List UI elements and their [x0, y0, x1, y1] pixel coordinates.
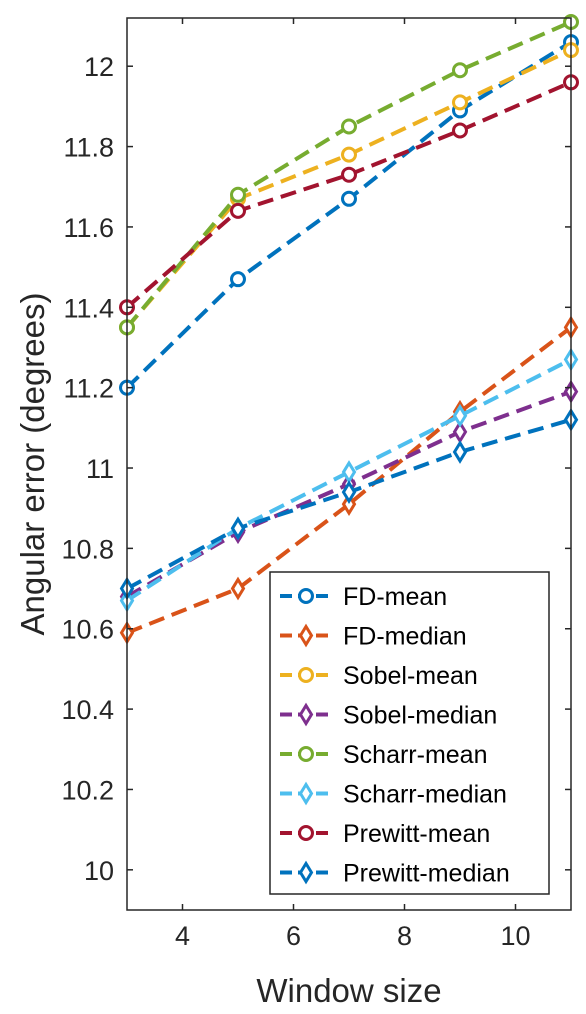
y-tick-label: 10.6: [61, 615, 114, 645]
y-tick-label: 10.8: [61, 534, 114, 564]
legend-item-scharr-median: Scharr-median: [280, 781, 507, 809]
y-tick-label: 10.2: [61, 775, 114, 805]
data-point-prewitt-median-5: [230, 516, 246, 541]
y-tick-label: 11.4: [63, 293, 114, 323]
y-tick-label: 11.8: [63, 133, 114, 163]
legend-marker-scharr-mean: [298, 746, 314, 762]
series-line-fd-median: [126, 325, 573, 635]
legend-item-fd-mean: FD-mean: [280, 583, 447, 611]
legend-item-fd-median: FD-median: [280, 623, 467, 651]
legend-marker-fd-median: [298, 623, 314, 648]
legend-item-prewitt-median: Prewitt-median: [280, 860, 510, 888]
y-tick-label: 11.6: [63, 213, 114, 243]
series-line-scharr-median: [125, 357, 572, 603]
data-point-fd-mean-5: [230, 271, 246, 288]
y-axis-label: Angular error (degrees): [14, 293, 51, 636]
data-point-scharr-mean-9: [452, 62, 468, 79]
legend-item-prewitt-mean: Prewitt-mean: [280, 820, 490, 848]
data-point-fd-mean-7: [341, 190, 357, 207]
data-point-sobel-mean-7: [341, 146, 357, 163]
legend-label-sobel-median: Sobel-median: [343, 702, 497, 730]
x-tick-label: 4: [175, 921, 190, 951]
axes-layer: 4 6 8 10 10 10.2 10.4 10.6 10.8 11 11.2 11.4 11.6 11.…: [61, 17, 572, 951]
legend-label-scharr-median: Scharr-median: [343, 781, 507, 809]
legend-label-scharr-mean: Scharr-mean: [343, 741, 488, 769]
y-tick-label: 10.4: [61, 695, 114, 725]
y-tick-label: 11.2: [63, 374, 114, 404]
legend-label-fd-median: FD-median: [343, 623, 467, 651]
plot-frame: [126, 17, 572, 911]
data-point-prewitt-mean-7: [341, 166, 357, 183]
data-point-prewitt-mean-9: [452, 122, 468, 139]
y-tick-label: 12: [84, 52, 114, 82]
data-point-prewitt-mean-5: [230, 202, 246, 219]
series-scharr-mean: [119, 14, 579, 336]
legend-label-fd-mean: FD-mean: [343, 583, 447, 611]
legend-marker-prewitt-mean: [298, 825, 314, 841]
x-tick-label: 10: [500, 921, 530, 951]
legend-marker-prewitt-median: [298, 860, 314, 885]
legend-marker-fd-mean: [298, 588, 314, 604]
legend-label-sobel-mean: Sobel-mean: [343, 662, 478, 690]
legend-marker-scharr-median: [298, 781, 314, 806]
legend-box: [269, 571, 550, 895]
y-tick-label: 11: [86, 454, 114, 484]
data-point-sobel-mean-9: [452, 94, 468, 111]
legend-label-prewitt-mean: Prewitt-mean: [343, 820, 490, 848]
data-point-prewitt-median-9: [452, 440, 468, 464]
data-point-prewitt-median-7: [341, 480, 357, 505]
series-line-prewitt-mean: [125, 80, 572, 309]
data-point-fd-median-5: [230, 576, 246, 601]
data-point-fd-median-7: [341, 492, 357, 517]
legend-item-sobel-median: Sobel-median: [280, 702, 497, 730]
x-tick-label: 8: [397, 921, 412, 951]
legend-item-sobel-mean: Sobel-mean: [280, 662, 478, 690]
y-tick-label: 10: [84, 856, 114, 886]
series-fd-median: [119, 315, 579, 645]
series-layer: [119, 14, 579, 645]
legend-item-scharr-mean: Scharr-mean: [280, 741, 488, 769]
x-tick-label: 6: [286, 921, 301, 951]
legend: FD-mean FD-median Sobel-mean Sobel-median Sc…: [269, 571, 550, 895]
series-prewitt-median: [119, 407, 579, 601]
data-point-scharr-mean-7: [341, 118, 357, 135]
x-axis-label: Window size: [256, 972, 441, 1009]
legend-marker-sobel-median: [298, 702, 314, 727]
data-point-scharr-median-9: [452, 403, 468, 428]
legend-marker-sobel-mean: [298, 667, 314, 683]
legend-label-prewitt-median: Prewitt-median: [343, 860, 510, 888]
data-point-scharr-mean-5: [230, 186, 246, 203]
